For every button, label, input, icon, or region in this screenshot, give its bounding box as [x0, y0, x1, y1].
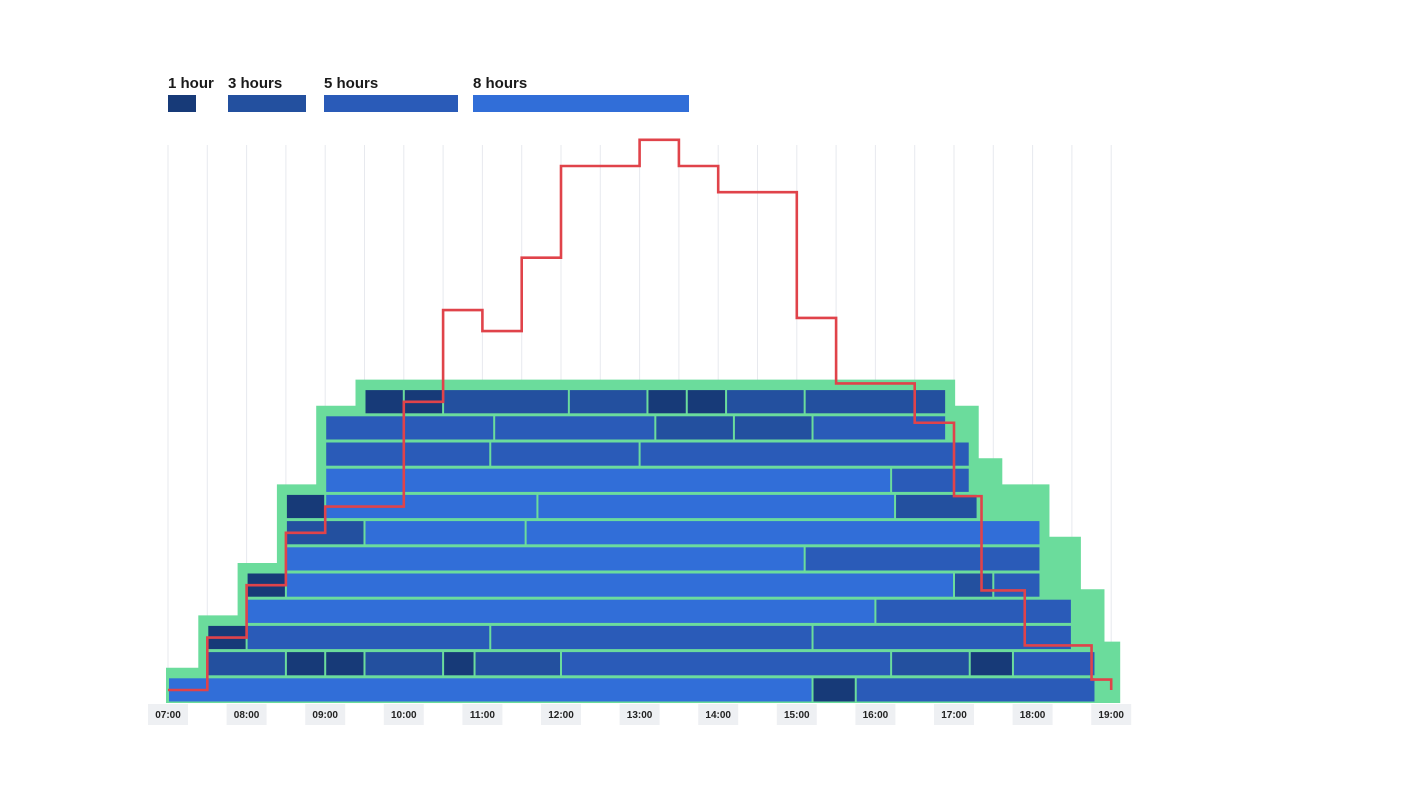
tick-label-bg: [1091, 704, 1132, 725]
shift-bar-5h: [640, 442, 969, 466]
shift-bar-8h: [526, 521, 1040, 545]
demand-line: [168, 138, 1113, 692]
tick-label-bg: [619, 704, 660, 725]
tick-label-bg: [462, 704, 503, 725]
tick-label: 18:00: [1020, 710, 1046, 721]
shift-bar-1h: [326, 652, 364, 676]
tick-label-bg: [855, 704, 896, 725]
shift-bar-3h: [656, 416, 733, 440]
shift-bar-3h: [208, 652, 285, 676]
tick-label: 14:00: [705, 710, 731, 721]
tick-label-bg: [1012, 704, 1053, 725]
tick-label-bg: [383, 704, 424, 725]
tick-label: 10:00: [391, 710, 417, 721]
shift-bar-3h: [365, 652, 443, 676]
shift-bar-5h: [491, 625, 812, 650]
shift-bar-5h: [994, 573, 1040, 597]
shift-bar-8h: [286, 547, 804, 571]
shift-bar-1h: [286, 494, 325, 519]
tick-label: 15:00: [784, 710, 810, 721]
shift-bar-5h: [892, 468, 969, 492]
shift-bar-1h: [365, 390, 403, 414]
legend-swatch-8h: [473, 95, 689, 112]
shift-bar-1h: [648, 390, 686, 414]
legend-label-5h: 5 hours: [324, 75, 378, 92]
shift-bar-5h: [856, 678, 1095, 702]
tick-label-bg: [698, 704, 739, 725]
legend: 1 hour 3 hours 5 hours 8 hours: [168, 75, 689, 112]
legend-label-1h: 1 hour: [168, 75, 214, 92]
tick-label-bg: [305, 704, 346, 725]
shift-bars: [169, 390, 1095, 702]
legend-swatch-1h: [168, 95, 196, 112]
shift-bar-3h: [805, 390, 946, 414]
tick-label: 11:00: [470, 710, 495, 721]
tick-label-bg: [226, 704, 267, 725]
shift-bar-1h: [444, 652, 474, 676]
shift-bar-5h: [326, 442, 490, 466]
tick-label: 12:00: [548, 710, 574, 721]
tick-label: 07:00: [155, 710, 181, 721]
legend-swatch-5h: [324, 95, 458, 112]
shift-bar-8h: [365, 521, 525, 545]
tick-label: 16:00: [863, 710, 889, 721]
shift-bar-5h: [247, 625, 490, 650]
shift-bar-5h: [562, 652, 891, 676]
tick-label: 17:00: [941, 710, 967, 721]
shift-bar-8h: [247, 599, 875, 623]
shift-bar-5h: [326, 416, 494, 440]
tick-label-bg: [541, 704, 581, 725]
shift-bar-1h: [813, 678, 855, 702]
shift-bar-8h: [326, 468, 891, 492]
legend-swatch-3h: [228, 95, 306, 112]
shift-bar-5h: [876, 599, 1071, 623]
x-axis: 07:00 08:00 09:00 10:00 11:00 12:00 13:00 14:00…: [148, 704, 1132, 725]
tick-label: 19:00: [1098, 710, 1124, 721]
shift-bar-5h: [813, 416, 946, 440]
tick-label: 08:00: [234, 710, 260, 721]
shift-bar-8h: [326, 494, 537, 519]
tick-label-bg: [776, 704, 817, 725]
shift-bar-3h: [444, 390, 568, 414]
shift-bar-3h: [727, 390, 804, 414]
tick-label: 09:00: [312, 710, 338, 721]
shift-bar-5h: [805, 547, 1040, 571]
shift-bar-3h: [892, 652, 969, 676]
shift-bar-1h: [970, 652, 1012, 676]
tick-label-bg: [934, 704, 974, 725]
shift-bar-1h: [286, 652, 325, 676]
legend-label-3h: 3 hours: [228, 75, 282, 92]
shift-bar-1h: [687, 390, 726, 414]
shift-bar-3h: [734, 416, 812, 440]
shift-bar-8h: [538, 494, 895, 519]
tick-label: 13:00: [627, 710, 653, 721]
shift-bar-5h: [495, 416, 655, 440]
shift-bar-3h: [955, 573, 993, 597]
shift-bar-3h: [475, 652, 560, 676]
demand-line-group: [168, 138, 1113, 692]
shift-bar-5h: [1013, 652, 1095, 676]
shift-bar-3h: [896, 494, 977, 519]
shift-bar-5h: [491, 442, 639, 466]
shift-bar-8h: [169, 678, 812, 702]
shift-bar-3h: [569, 390, 647, 414]
shift-bar-8h: [286, 573, 953, 597]
shift-bar-5h: [813, 625, 1071, 650]
legend-label-8h: 8 hours: [473, 75, 527, 92]
tick-label-bg: [148, 704, 188, 725]
